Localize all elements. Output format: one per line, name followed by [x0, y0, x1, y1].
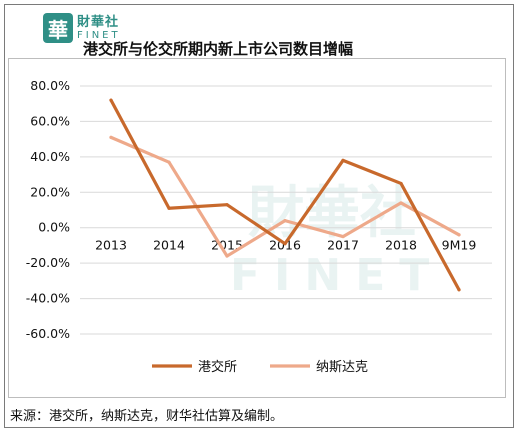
y-tick-label: -20.0% [26, 255, 70, 270]
y-tick-label: 0.0% [38, 220, 70, 235]
data-point [399, 181, 403, 186]
logo-seal-icon: 華 [43, 13, 73, 43]
data-point [341, 158, 345, 162]
x-tick-label: 2017 [327, 238, 359, 253]
data-point [283, 242, 287, 246]
x-tick-label: 2013 [95, 238, 127, 253]
data-point [109, 135, 113, 139]
x-tick-label: 9M19 [442, 238, 477, 253]
watermark-en: FINET [230, 250, 443, 301]
chart-title: 港交所与伦交所期内新上市公司数目增幅 [83, 40, 354, 58]
data-point [225, 254, 229, 258]
data-point [283, 219, 287, 223]
y-tick-label: 40.0% [30, 149, 70, 164]
data-point [341, 234, 345, 239]
logo-name-en: FINET [77, 29, 121, 41]
y-tick-label: 80.0% [30, 78, 70, 93]
y-tick-label: 60.0% [30, 113, 70, 128]
y-tick-label: -40.0% [26, 291, 70, 306]
finet-logo: 華 財華社 FINET [43, 11, 121, 45]
x-tick-label: 2018 [385, 238, 417, 253]
data-point [167, 206, 171, 210]
source-note: 来源：港交所，纳斯达克，财华社估算及编制。 [10, 409, 284, 424]
data-point [225, 203, 229, 207]
legend-label: 港交所 [198, 359, 237, 375]
data-point [399, 201, 403, 205]
data-point [109, 98, 113, 102]
legend-label: 纳斯达克 [316, 360, 368, 375]
x-tick-label: 2014 [153, 238, 185, 253]
data-point [457, 288, 461, 292]
logo-name-cn: 財華社 [77, 14, 120, 30]
y-tick-label: -60.0% [26, 326, 70, 341]
y-tick-label: 20.0% [30, 184, 70, 199]
data-point [457, 233, 461, 237]
data-point [167, 160, 171, 164]
